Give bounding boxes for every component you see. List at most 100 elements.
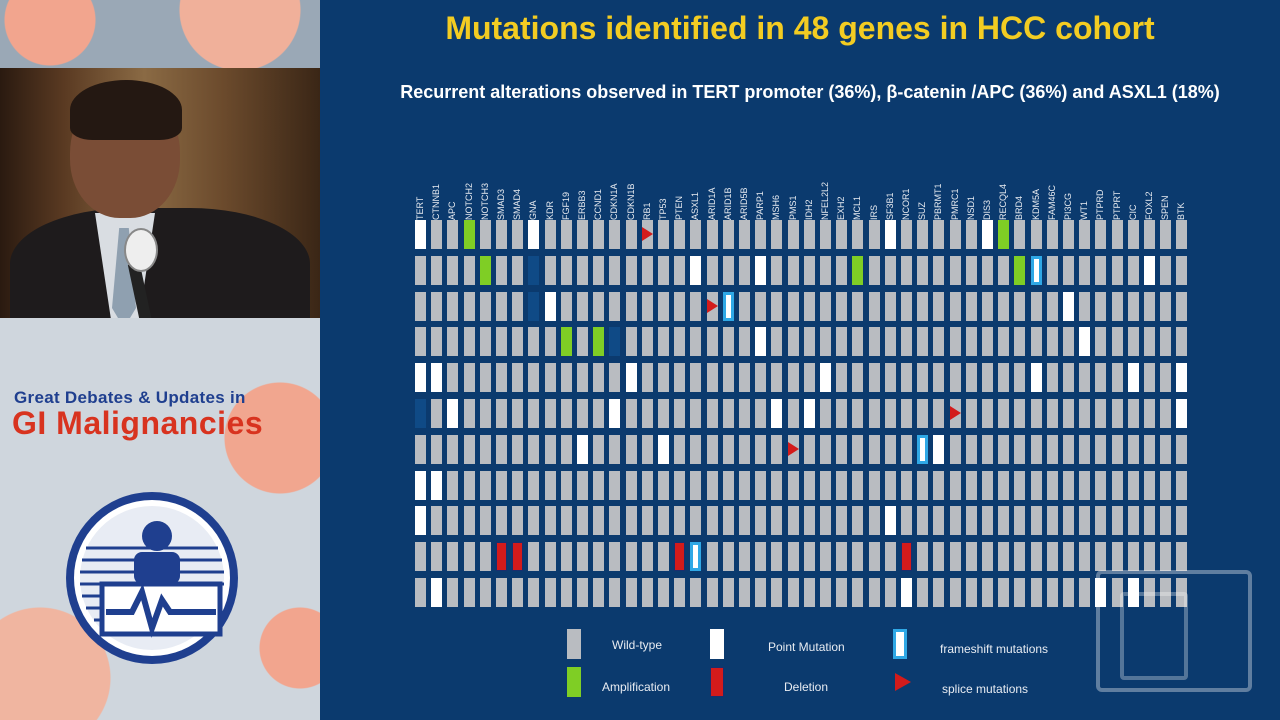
- gene-label-arid1a: ARID1A: [706, 187, 717, 220]
- gene-label-recql4: RECQL4: [998, 183, 1009, 220]
- cell-point-mutation: [1176, 399, 1188, 428]
- cell-wild-type: [528, 470, 540, 500]
- cell-wild-type: [1014, 542, 1026, 572]
- cell-wild-type: [949, 220, 961, 249]
- cell-wild-type: [917, 542, 929, 572]
- cell-wild-type: [803, 327, 815, 357]
- cell-wild-type: [415, 291, 426, 321]
- cell-wild-type: [868, 506, 880, 536]
- cell-wild-type: [868, 327, 880, 357]
- cell-wild-type: [447, 327, 459, 357]
- cell-wild-type: [884, 255, 896, 285]
- cell-wild-type: [512, 327, 524, 357]
- cell-wild-type: [852, 542, 864, 572]
- cell-wild-type: [820, 220, 831, 249]
- legend-swatch-amplification: [567, 667, 581, 697]
- cell-wild-type: [512, 220, 524, 249]
- cell-point-mutation: [755, 255, 767, 285]
- cell-wild-type: [1046, 255, 1058, 285]
- cell-wild-type: [836, 399, 848, 428]
- cell-wild-type: [625, 399, 637, 428]
- cell-wild-type: [447, 255, 459, 285]
- cell-amplification: [479, 255, 491, 285]
- cell-wild-type: [641, 506, 653, 536]
- cell-wild-type: [1160, 327, 1172, 357]
- cell-wild-type: [982, 255, 993, 285]
- cell-wild-type: [496, 578, 507, 607]
- cell-wild-type: [560, 578, 572, 607]
- cell-point-mutation: [1144, 255, 1155, 285]
- cell-wild-type: [1160, 220, 1172, 249]
- cell-wild-type: [1014, 327, 1026, 357]
- cell-wild-type: [982, 291, 993, 321]
- cell-wild-type: [1144, 220, 1155, 249]
- gene-label-pi3cg: PI3CG: [1063, 192, 1073, 220]
- cell-wild-type: [836, 363, 848, 393]
- cell-wild-type: [658, 506, 669, 536]
- cell-wild-type: [528, 327, 540, 357]
- cell-point-mutation: [609, 399, 621, 428]
- cell-wild-type: [901, 506, 912, 536]
- cell-wild-type: [479, 434, 491, 464]
- cell-wild-type: [933, 220, 945, 249]
- cell-wild-type: [1144, 363, 1155, 393]
- cell-wild-type: [1079, 291, 1091, 321]
- cell-wild-type: [787, 220, 799, 249]
- gene-label-exh2: EXH2: [836, 196, 847, 220]
- cell-wild-type: [998, 578, 1010, 607]
- gene-label-idh2: IDH2: [803, 199, 814, 220]
- cell-wild-type: [949, 470, 961, 500]
- legend-swatch-point: [710, 629, 724, 659]
- cell-wild-type: [706, 363, 718, 393]
- cell-wild-type: [1160, 399, 1172, 428]
- cell-wild-type: [512, 291, 524, 321]
- cell-wild-type: [560, 506, 572, 536]
- cell-wild-type: [722, 578, 734, 607]
- cell-wild-type: [1111, 578, 1123, 607]
- cell-wild-type: [463, 542, 475, 572]
- gene-label-arid1b: ARID1B: [722, 187, 733, 220]
- cell-wild-type: [836, 220, 848, 249]
- cell-wild-type: [965, 470, 977, 500]
- cell-wild-type: [577, 363, 588, 393]
- cell-wild-type: [820, 506, 831, 536]
- cell-wild-type: [1144, 291, 1155, 321]
- cell-wild-type: [609, 434, 621, 464]
- cell-wild-type: [593, 434, 605, 464]
- cell-wild-type: [593, 363, 605, 393]
- cell-wild-type: [544, 399, 556, 428]
- cell-wild-type: [431, 434, 443, 464]
- decorative-banner: [0, 0, 320, 68]
- cell-wild-type: [803, 542, 815, 572]
- cell-wild-type: [1030, 542, 1042, 572]
- cell-wild-type: [512, 506, 524, 536]
- cell-wild-type: [1063, 434, 1074, 464]
- cell-amplification: [998, 220, 1010, 249]
- gene-label-pbrmt1: PBRMT1: [933, 183, 944, 220]
- cell-wild-type: [933, 578, 945, 607]
- cell-wild-type: [982, 363, 993, 393]
- cell-wild-type: [593, 399, 605, 428]
- cell-wild-type: [544, 578, 556, 607]
- cell-wild-type: [690, 399, 702, 428]
- cell-wild-type: [965, 220, 977, 249]
- cell-wild-type: [463, 506, 475, 536]
- cell-point-mutation: [1063, 291, 1074, 321]
- cell-wild-type: [933, 363, 945, 393]
- cell-wild-type: [820, 399, 831, 428]
- cell-wild-type: [1046, 470, 1058, 500]
- cell-wild-type: [641, 255, 653, 285]
- cell-wild-type: [755, 220, 767, 249]
- cell-wild-type: [1046, 363, 1058, 393]
- cell-wild-type: [982, 578, 993, 607]
- cell-frameshift: [722, 291, 734, 321]
- cell-wild-type: [496, 506, 507, 536]
- cell-wild-type: [593, 506, 605, 536]
- gene-label-apc: APC: [447, 201, 458, 220]
- cell-wild-type: [1014, 363, 1026, 393]
- cell-wild-type: [949, 542, 961, 572]
- cell-wild-type: [917, 399, 929, 428]
- cell-wild-type: [1144, 470, 1155, 500]
- legend-swatch-splice: [895, 673, 911, 691]
- cell-wild-type: [836, 255, 848, 285]
